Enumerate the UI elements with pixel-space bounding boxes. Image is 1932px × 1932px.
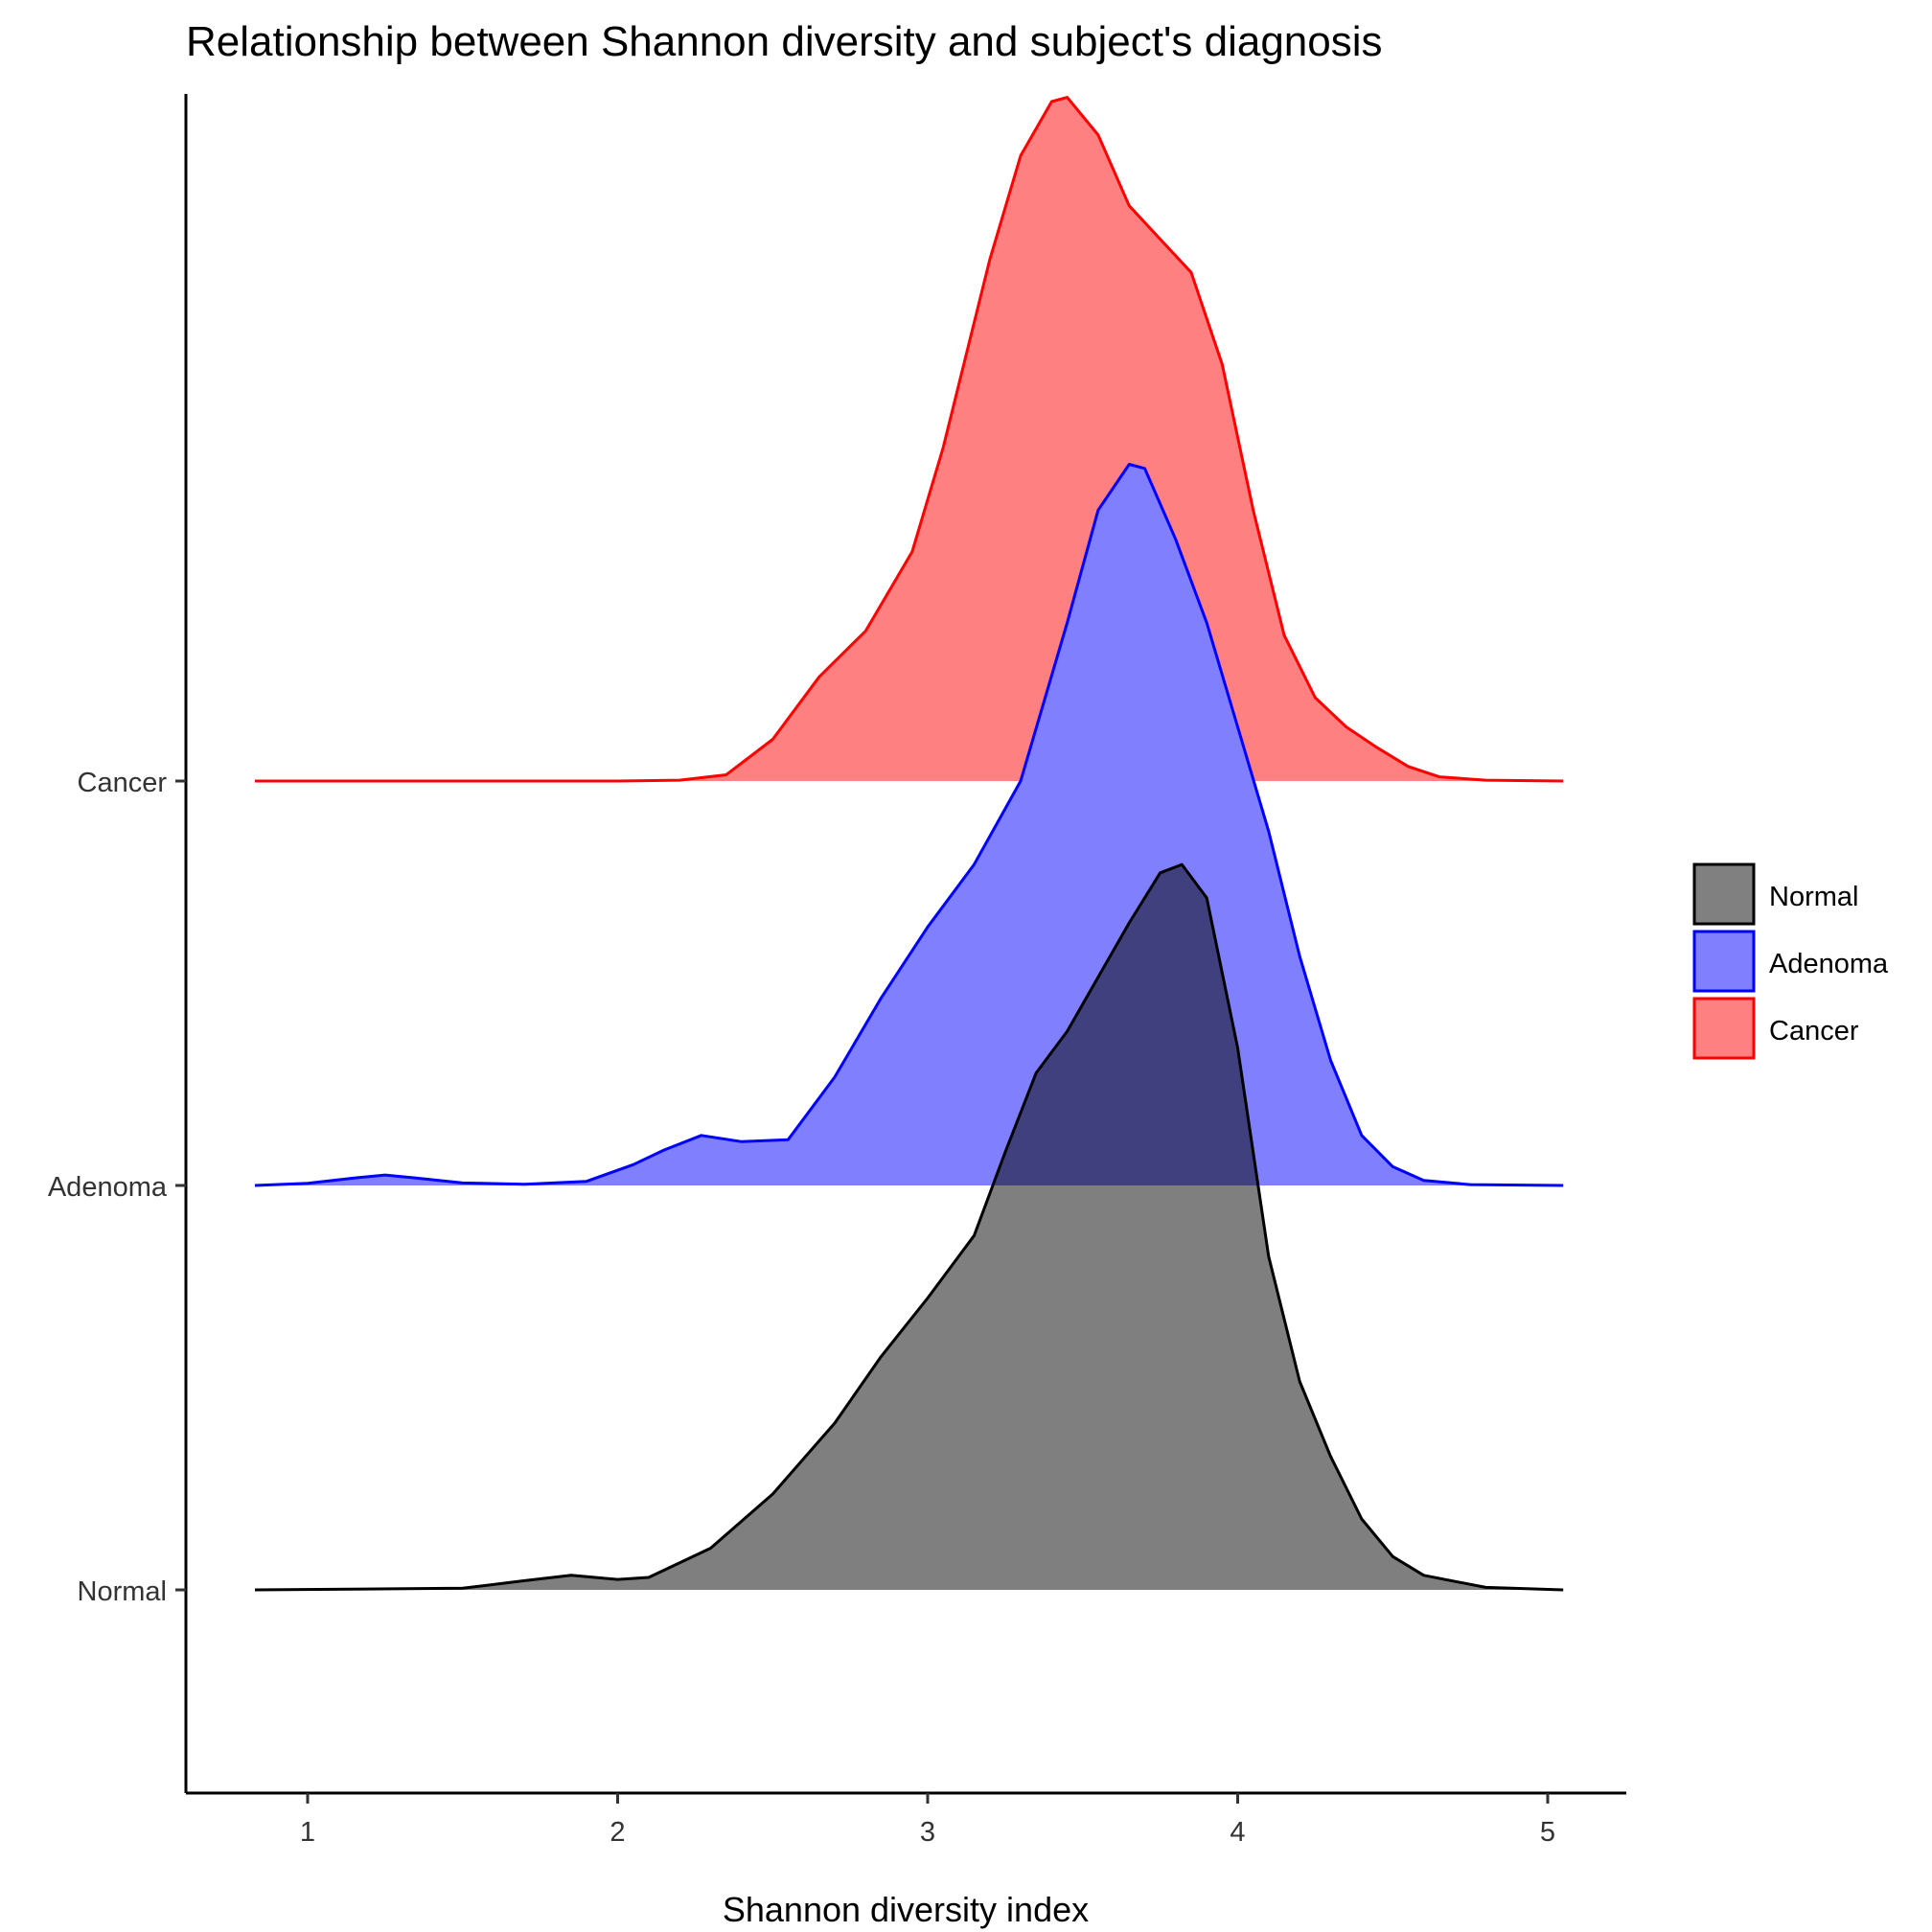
legend-key: [1692, 862, 1756, 926]
x-axis-ticks: 1 2 3 4 5: [300, 1793, 1555, 1848]
x-tick-label: 3: [920, 1817, 935, 1848]
chart-title: Relationship between Shannon diversity a…: [186, 18, 1383, 65]
density-line-adenoma: [254, 463, 1564, 1187]
density-cancer: [255, 96, 1564, 783]
x-tick-label: 2: [610, 1817, 625, 1848]
x-tick-label: 4: [1230, 1817, 1245, 1848]
y-axis-ticks: Normal Adenoma Cancer: [48, 768, 186, 1607]
x-tick-label: 5: [1540, 1817, 1555, 1848]
density-area-cancer: [255, 97, 1564, 782]
legend-item-cancer: Cancer: [1692, 997, 1859, 1060]
legend-item-adenoma: Adenoma: [1692, 930, 1889, 993]
y-tick-label-cancer: Cancer: [78, 768, 168, 798]
legend-item-normal: Normal: [1692, 862, 1858, 926]
legend-key: [1692, 997, 1756, 1060]
density-line-normal: [254, 862, 1564, 1592]
legend-label: Cancer: [1769, 1016, 1859, 1046]
x-tick-label: 1: [300, 1817, 315, 1848]
density-adenoma: [254, 463, 1564, 1187]
y-tick-label-adenoma: Adenoma: [48, 1172, 168, 1203]
legend-label: Normal: [1769, 882, 1858, 912]
density-layers: [254, 96, 1564, 1592]
density-area-adenoma: [255, 464, 1564, 1185]
legend-key: [1692, 930, 1756, 993]
axes: [184, 94, 1626, 1795]
density-line-cancer: [255, 96, 1564, 783]
legend: Normal Adenoma Cancer: [1692, 862, 1889, 1060]
x-axis-title: Shannon diversity index: [723, 1890, 1089, 1929]
density-normal: [254, 862, 1564, 1592]
y-tick-label-normal: Normal: [78, 1576, 167, 1607]
legend-label: Adenoma: [1769, 949, 1889, 979]
